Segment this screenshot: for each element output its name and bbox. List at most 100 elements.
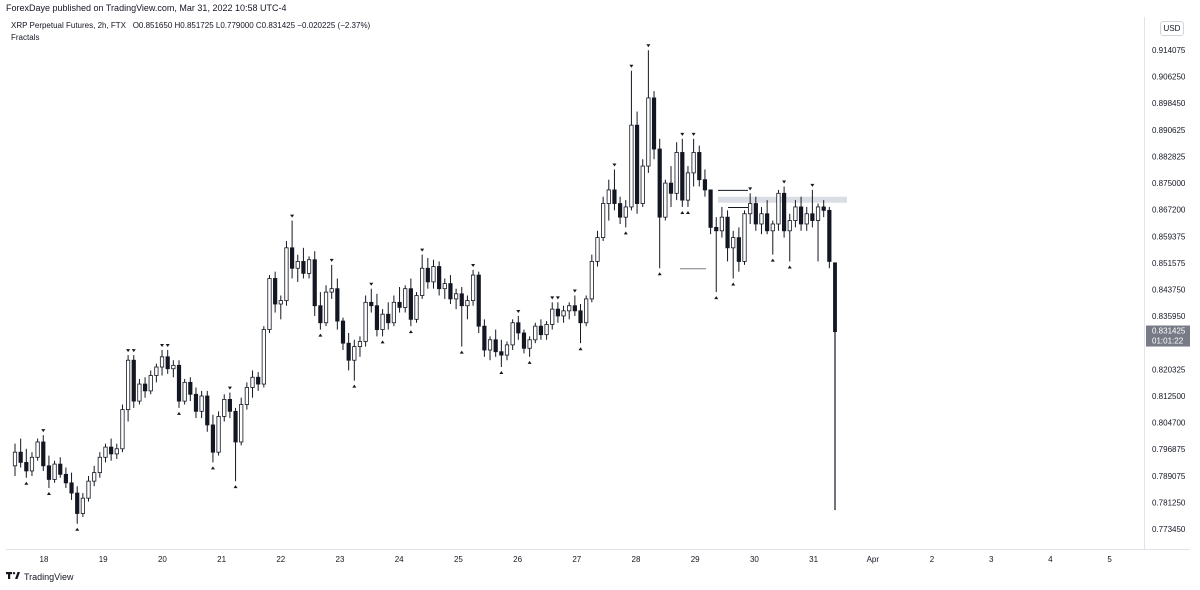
fractal-down-icon bbox=[75, 527, 80, 531]
fractal-down-icon bbox=[527, 360, 532, 364]
candle-body bbox=[521, 332, 527, 349]
fractal-up-icon bbox=[629, 64, 634, 68]
candle-body bbox=[335, 288, 340, 322]
fractal-down-icon bbox=[714, 296, 719, 300]
price-tick-label: 0.812500 bbox=[1152, 392, 1186, 401]
candle-body bbox=[92, 472, 97, 482]
candle-body bbox=[493, 339, 498, 353]
candle-body bbox=[148, 375, 153, 392]
candle-body bbox=[567, 305, 572, 312]
time-tick-label: 26 bbox=[513, 555, 522, 564]
candle-body bbox=[273, 278, 278, 305]
candle-body bbox=[759, 213, 764, 225]
candle-body bbox=[833, 262, 837, 333]
candle-body bbox=[680, 152, 685, 201]
time-tick-label: 19 bbox=[99, 555, 108, 564]
candle-body bbox=[702, 179, 708, 191]
candle-body bbox=[465, 300, 470, 307]
candle-body bbox=[193, 393, 199, 412]
time-tick-label: 18 bbox=[40, 555, 49, 564]
candle-body bbox=[623, 206, 628, 218]
candle-body bbox=[482, 325, 487, 351]
candle-body bbox=[205, 395, 210, 426]
last-price-label: 0.831425 bbox=[1152, 327, 1186, 336]
candle-body bbox=[318, 305, 323, 324]
candle-body bbox=[561, 310, 566, 317]
time-tick-label: 30 bbox=[750, 555, 759, 564]
candle-body bbox=[52, 463, 57, 480]
fractal-down-icon bbox=[318, 333, 323, 337]
fractal-down-icon bbox=[685, 210, 690, 214]
time-tick-label: 31 bbox=[809, 555, 818, 564]
candle-body bbox=[448, 283, 453, 300]
candle-body bbox=[250, 376, 255, 388]
candle-body bbox=[233, 410, 238, 443]
candle-body bbox=[346, 342, 351, 361]
tradingview-brand: TradingView bbox=[24, 572, 74, 582]
candle-body bbox=[651, 97, 657, 150]
candle-body bbox=[295, 261, 300, 269]
time-tick-label: 20 bbox=[158, 555, 167, 564]
fractal-up-icon bbox=[810, 183, 815, 187]
candle-body bbox=[188, 381, 193, 395]
fractal-up-icon bbox=[748, 187, 753, 191]
candle-body bbox=[821, 206, 826, 211]
candle-body bbox=[131, 359, 136, 402]
candlestick-chart[interactable]: 0.914075 0.906250 0.898450 0.890625 0.882825… bbox=[6, 17, 1190, 568]
candle-body bbox=[227, 398, 232, 412]
candle-body bbox=[629, 124, 634, 208]
currency-badge[interactable]: USD bbox=[1160, 21, 1184, 36]
candle-body bbox=[516, 322, 521, 334]
candle-body bbox=[810, 213, 815, 221]
candle-body bbox=[222, 398, 227, 417]
countdown-label: 01:01:22 bbox=[1152, 337, 1184, 346]
candle-body bbox=[12, 451, 18, 467]
fractal-down-icon bbox=[787, 265, 792, 269]
candle-body bbox=[403, 288, 408, 308]
candle-body bbox=[58, 463, 63, 475]
fractal-down-icon bbox=[578, 347, 583, 351]
candle-body bbox=[46, 465, 52, 480]
ohlc-values: O0.851650 H0.851725 L0.779000 C0.831425 … bbox=[132, 21, 371, 30]
candle-body bbox=[731, 237, 736, 249]
time-tick-label: 23 bbox=[336, 555, 345, 564]
candle-body bbox=[386, 313, 391, 324]
fractal-up-icon bbox=[691, 132, 696, 136]
candle-body bbox=[595, 237, 600, 262]
candle-body bbox=[442, 283, 447, 290]
candle-body bbox=[714, 226, 719, 232]
symbol-name[interactable]: XRP Perpetual Futures, 2h, FTX bbox=[11, 21, 127, 30]
candle-body bbox=[142, 383, 148, 392]
candle-body bbox=[380, 313, 385, 330]
price-tick-label: 0.843750 bbox=[1152, 286, 1186, 295]
candle-body bbox=[578, 310, 583, 324]
candle-body bbox=[606, 189, 611, 204]
candle-body bbox=[278, 300, 283, 305]
indicator-legend[interactable]: Fractals bbox=[11, 33, 40, 42]
candle-body bbox=[329, 288, 334, 293]
candle-body bbox=[425, 267, 430, 283]
price-tick-label: 0.773450 bbox=[1152, 525, 1186, 534]
price-tick-label: 0.882825 bbox=[1152, 152, 1186, 161]
fractal-up-icon bbox=[572, 289, 577, 293]
candle-body bbox=[612, 189, 617, 204]
candle-body bbox=[165, 356, 170, 370]
candle-body bbox=[239, 404, 244, 443]
fractal-down-icon bbox=[680, 210, 685, 214]
candle-body bbox=[793, 206, 798, 221]
candle-body bbox=[199, 395, 204, 412]
candle-body bbox=[75, 492, 80, 514]
candle-body bbox=[120, 409, 125, 450]
candle-body bbox=[114, 448, 119, 455]
candle-body bbox=[725, 216, 730, 249]
candle-body bbox=[708, 189, 713, 228]
candle-body bbox=[601, 203, 606, 238]
chart-area[interactable]: 0.914075 0.906250 0.898450 0.890625 0.882825… bbox=[6, 17, 1190, 573]
tradingview-footer: TradingView bbox=[6, 572, 74, 582]
candle-body bbox=[420, 267, 425, 296]
candle-body bbox=[476, 274, 481, 327]
fractal-up-icon bbox=[646, 44, 651, 48]
price-tick-label: 0.851575 bbox=[1152, 259, 1186, 268]
fractal-up-icon bbox=[227, 386, 232, 390]
time-tick-label: 25 bbox=[454, 555, 463, 564]
